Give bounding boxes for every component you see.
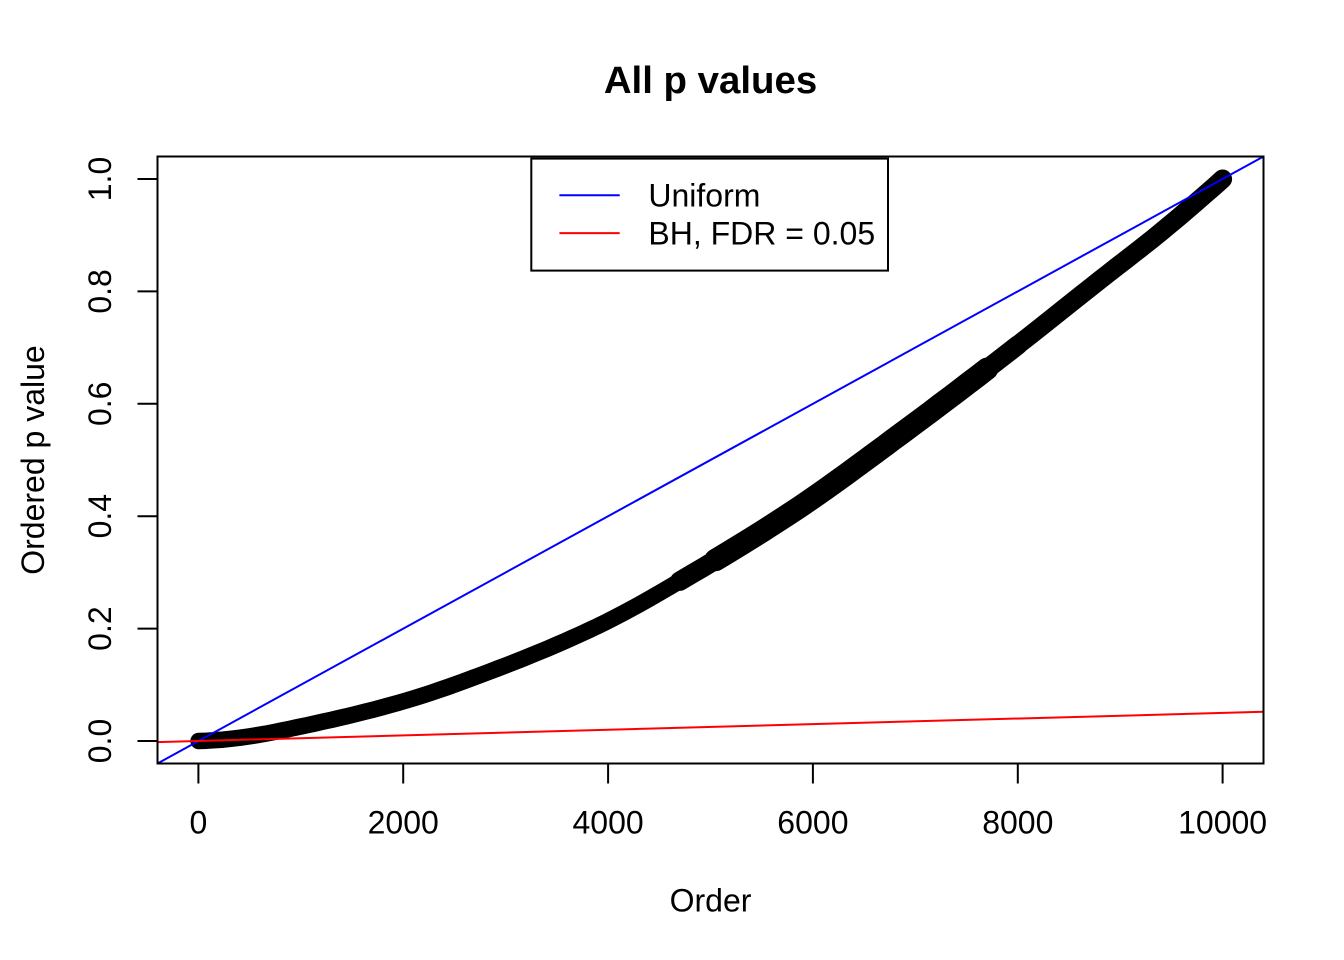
svg-text:Order: Order (670, 883, 752, 919)
svg-text:10000: 10000 (1178, 805, 1267, 841)
svg-text:0.6: 0.6 (82, 382, 118, 426)
svg-text:4000: 4000 (573, 805, 644, 841)
svg-text:0.8: 0.8 (82, 269, 118, 313)
svg-text:Ordered p value: Ordered p value (15, 345, 51, 574)
svg-text:0.4: 0.4 (82, 494, 118, 538)
svg-text:BH, FDR = 0.05: BH, FDR = 0.05 (648, 215, 875, 251)
svg-text:0.2: 0.2 (82, 606, 118, 650)
svg-text:0.0: 0.0 (82, 719, 118, 763)
svg-text:8000: 8000 (982, 805, 1053, 841)
svg-text:1.0: 1.0 (82, 157, 118, 201)
svg-text:2000: 2000 (368, 805, 439, 841)
svg-text:6000: 6000 (777, 805, 848, 841)
svg-text:Uniform: Uniform (648, 178, 760, 214)
svg-text:All p values: All p values (604, 59, 817, 102)
svg-text:0: 0 (190, 805, 208, 841)
